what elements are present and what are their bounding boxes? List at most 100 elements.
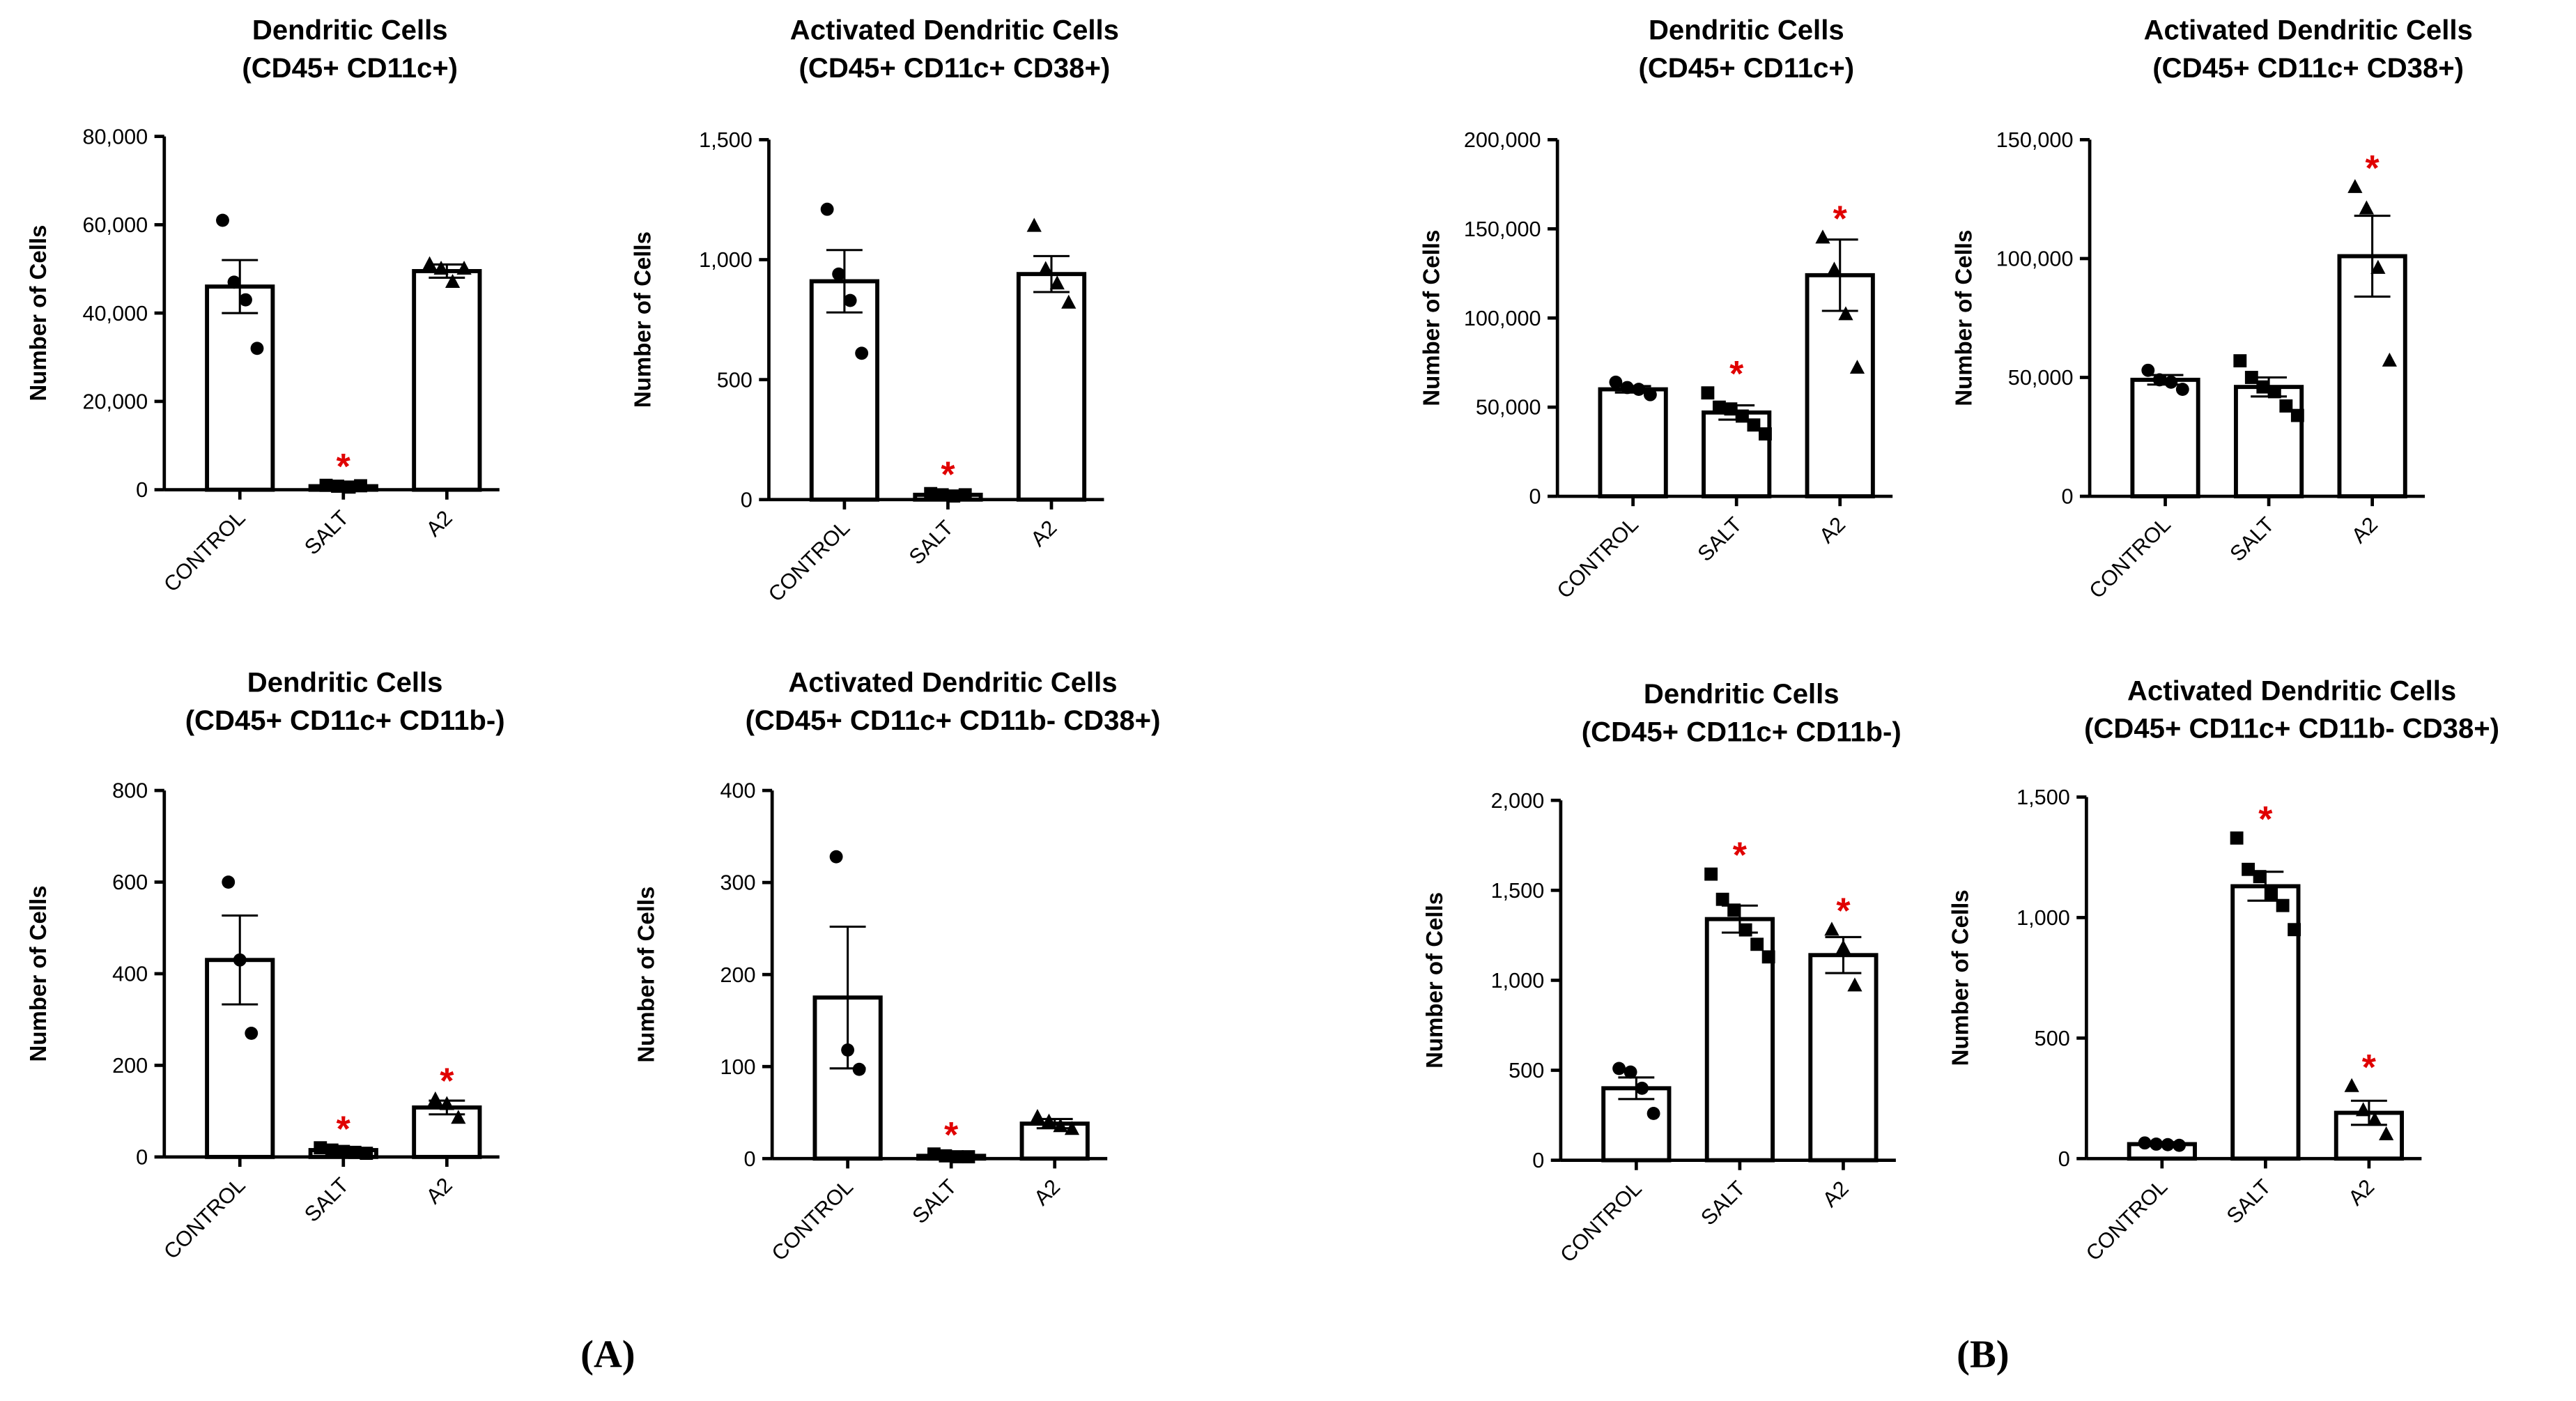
chart-title: (CD45+ CD11c+ CD11b-) [1582,717,1902,747]
data-point [1635,1081,1649,1095]
data-point [1747,418,1761,432]
data-point [1815,229,1830,244]
y-tick-label: 100,000 [1996,247,2074,271]
data-point [2164,375,2178,389]
data-point [1030,1109,1045,1124]
chart-title: Activated Dendritic Cells [790,15,1119,46]
x-tick-label: SALT [2226,512,2279,566]
panel-label: (B) [1957,1333,2009,1377]
data-point [1724,402,1738,416]
significance-marker: * [1836,891,1851,931]
significance-marker: * [1733,835,1748,875]
y-tick-label: 0 [136,478,148,502]
data-point [2230,831,2244,845]
y-tick-label: 600 [112,871,148,894]
significance-marker: * [440,1060,454,1101]
x-tick-label: A2 [2344,1175,2380,1211]
y-tick-label: 200 [112,1054,148,1078]
data-point [239,293,252,307]
data-point [233,953,247,967]
data-point [958,488,972,502]
data-point [1847,977,1862,992]
data-point [445,274,461,289]
y-tick-label: 50,000 [1476,396,1541,420]
data-point [1759,427,1772,441]
data-point [433,261,449,275]
significance-marker: * [2366,148,2380,188]
data-point [962,1150,975,1164]
data-point [2138,1136,2152,1150]
data-point [331,480,344,493]
y-axis-label: Number of Cells [1418,230,1444,406]
data-point [2347,178,2363,193]
x-tick-label: A2 [422,1173,457,1209]
x-tick-label: CONTROL [764,516,854,606]
x-tick-label: A2 [1026,516,1062,551]
data-point [1835,940,1851,954]
data-point [2379,1126,2394,1140]
chart-title: (CD45+ CD11c+ CD11b- CD38+) [2084,714,2499,744]
data-point [2256,380,2270,394]
data-point [348,1145,362,1159]
data-point [222,875,236,889]
y-tick-label: 500 [2035,1027,2070,1050]
data-point [2150,1138,2164,1151]
data-point [2152,373,2166,387]
data-point [1701,386,1715,400]
data-point [2242,862,2255,876]
error-bar [2354,215,2391,298]
x-tick-label: A2 [1815,512,1851,548]
significance-marker: * [2258,799,2273,839]
data-point [439,1096,454,1110]
data-point [1824,921,1840,936]
bar [205,284,275,492]
chart-title: Dendritic Cells [247,668,443,698]
chart-title: Activated Dendritic Cells [2127,675,2456,706]
data-point [2290,408,2304,422]
data-point [1712,400,1726,414]
bar [412,1105,482,1159]
y-tick-label: 40,000 [82,302,148,326]
data-point [1053,1118,1068,1133]
chart-title: Dendritic Cells [1644,679,1840,710]
y-tick-label: 800 [112,779,148,803]
data-point [832,267,846,281]
y-tick-label: 20,000 [82,390,148,413]
data-point [1632,383,1646,396]
data-point [852,1062,866,1076]
data-point [1704,867,1718,881]
y-tick-label: 60,000 [82,213,148,237]
x-tick-label: SALT [2222,1174,2276,1228]
data-point [939,1149,952,1163]
data-point [342,480,356,494]
bar [1704,917,1775,1163]
data-point [1612,1062,1626,1075]
y-tick-label: 0 [136,1145,148,1169]
y-tick-label: 200 [720,963,755,987]
data-point [2233,354,2247,368]
y-tick-label: 400 [112,963,148,986]
data-point [2253,870,2267,884]
significance-marker: * [1729,353,1744,394]
data-point [354,479,367,493]
x-tick-label: CONTROL [767,1175,858,1266]
y-tick-label: 0 [1529,485,1541,509]
data-point [927,1147,941,1161]
significance-marker: * [337,1108,351,1149]
data-point [2344,1078,2359,1092]
bar [1808,953,1879,1163]
y-axis-label: Number of Cells [1950,230,1976,406]
panel-label: (A) [580,1333,635,1377]
data-point [1750,937,1764,951]
data-point [950,1150,964,1164]
data-point [1826,261,1842,276]
y-tick-label: 0 [741,488,753,512]
x-tick-label: A2 [2347,512,2382,548]
chart-title: (CD45+ CD11c+) [1638,53,1854,84]
y-tick-label: 500 [1509,1059,1544,1082]
data-point [2370,259,2386,274]
data-point [360,1147,373,1161]
data-point [1049,275,1065,290]
data-point [2276,898,2290,912]
